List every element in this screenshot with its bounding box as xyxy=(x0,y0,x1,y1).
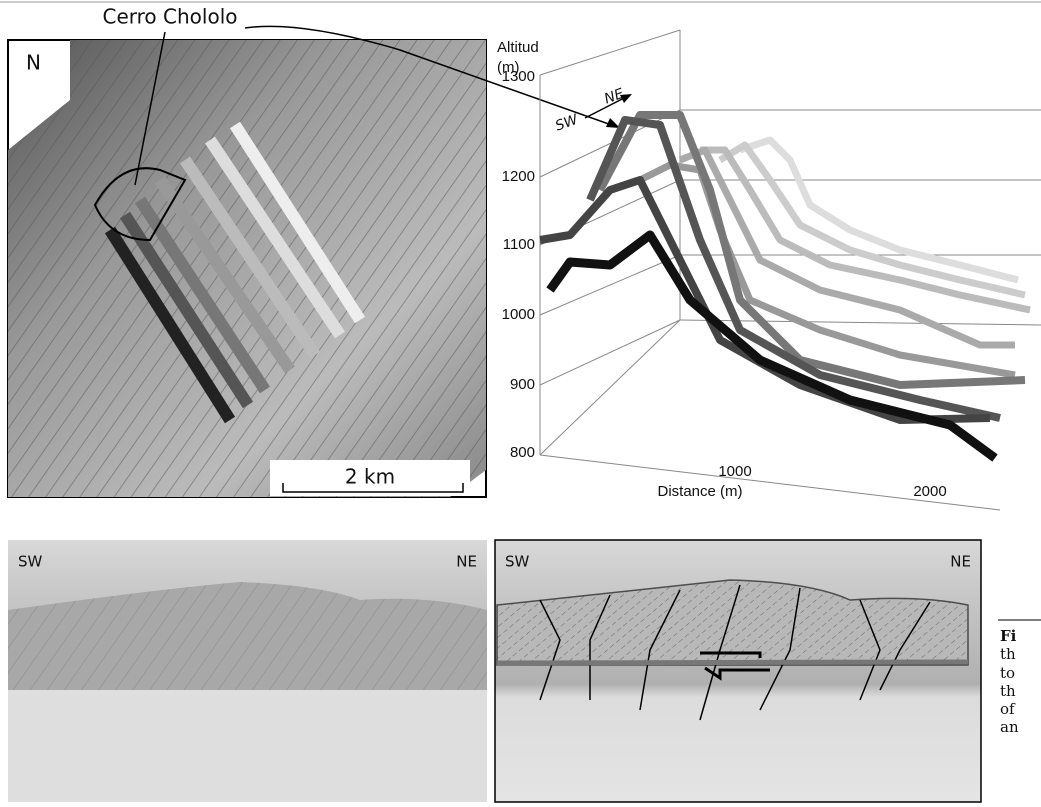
profile-chart: Altitud (m) 1300 1200 1100 1000 900 800 … xyxy=(497,30,1041,510)
x-title: Distance (m) xyxy=(657,483,742,500)
y-tick-label: 1000 xyxy=(502,306,535,323)
figure: N 2 km Cerro Chololo Altitud (m) 1300 xyxy=(0,0,1041,807)
caption-line: th xyxy=(1000,645,1016,663)
photo-left-label: SW xyxy=(18,553,43,571)
sketch-left-label: SW xyxy=(505,553,530,571)
sketch-panel: SW NE xyxy=(495,540,981,802)
y-tick-label: 1100 xyxy=(503,236,535,253)
y-tick-label: 1300 xyxy=(502,68,535,85)
axis xyxy=(540,320,680,455)
y-tick-label: 1200 xyxy=(502,168,535,185)
plain xyxy=(8,690,487,802)
fault xyxy=(497,662,968,663)
page: N 2 km Cerro Chololo Altitud (m) 1300 xyxy=(0,0,1041,807)
caption-line: of xyxy=(1000,700,1016,718)
sketch-right-label: NE xyxy=(950,553,971,571)
y-ticks: 1300 1200 1100 1000 900 800 xyxy=(502,68,535,461)
north-label: N xyxy=(26,51,41,75)
profile xyxy=(640,165,1015,375)
profiles xyxy=(540,115,1030,458)
y-tick-label: 900 xyxy=(510,376,535,393)
direction-from: SW xyxy=(553,111,581,134)
caption-line: an xyxy=(1000,718,1019,736)
photo-panel: SW NE xyxy=(8,540,487,802)
scale-label: 2 km xyxy=(345,465,395,489)
x-tick-label: 1000 xyxy=(718,463,751,480)
caption-line: Fi xyxy=(1000,627,1017,645)
axis-title: Altitud xyxy=(497,39,539,56)
grid-line xyxy=(540,30,680,75)
caption: Fi th to th of an xyxy=(998,620,1041,736)
y-tick-label: 800 xyxy=(510,444,535,461)
x-tick-label: 2000 xyxy=(913,483,946,500)
place-label: Cerro Chololo xyxy=(103,5,238,29)
grid-line xyxy=(540,320,680,385)
map-texture xyxy=(8,40,486,497)
caption-line: th xyxy=(1000,682,1016,700)
caption-line: to xyxy=(1000,664,1015,682)
photo-right-label: NE xyxy=(456,553,477,571)
